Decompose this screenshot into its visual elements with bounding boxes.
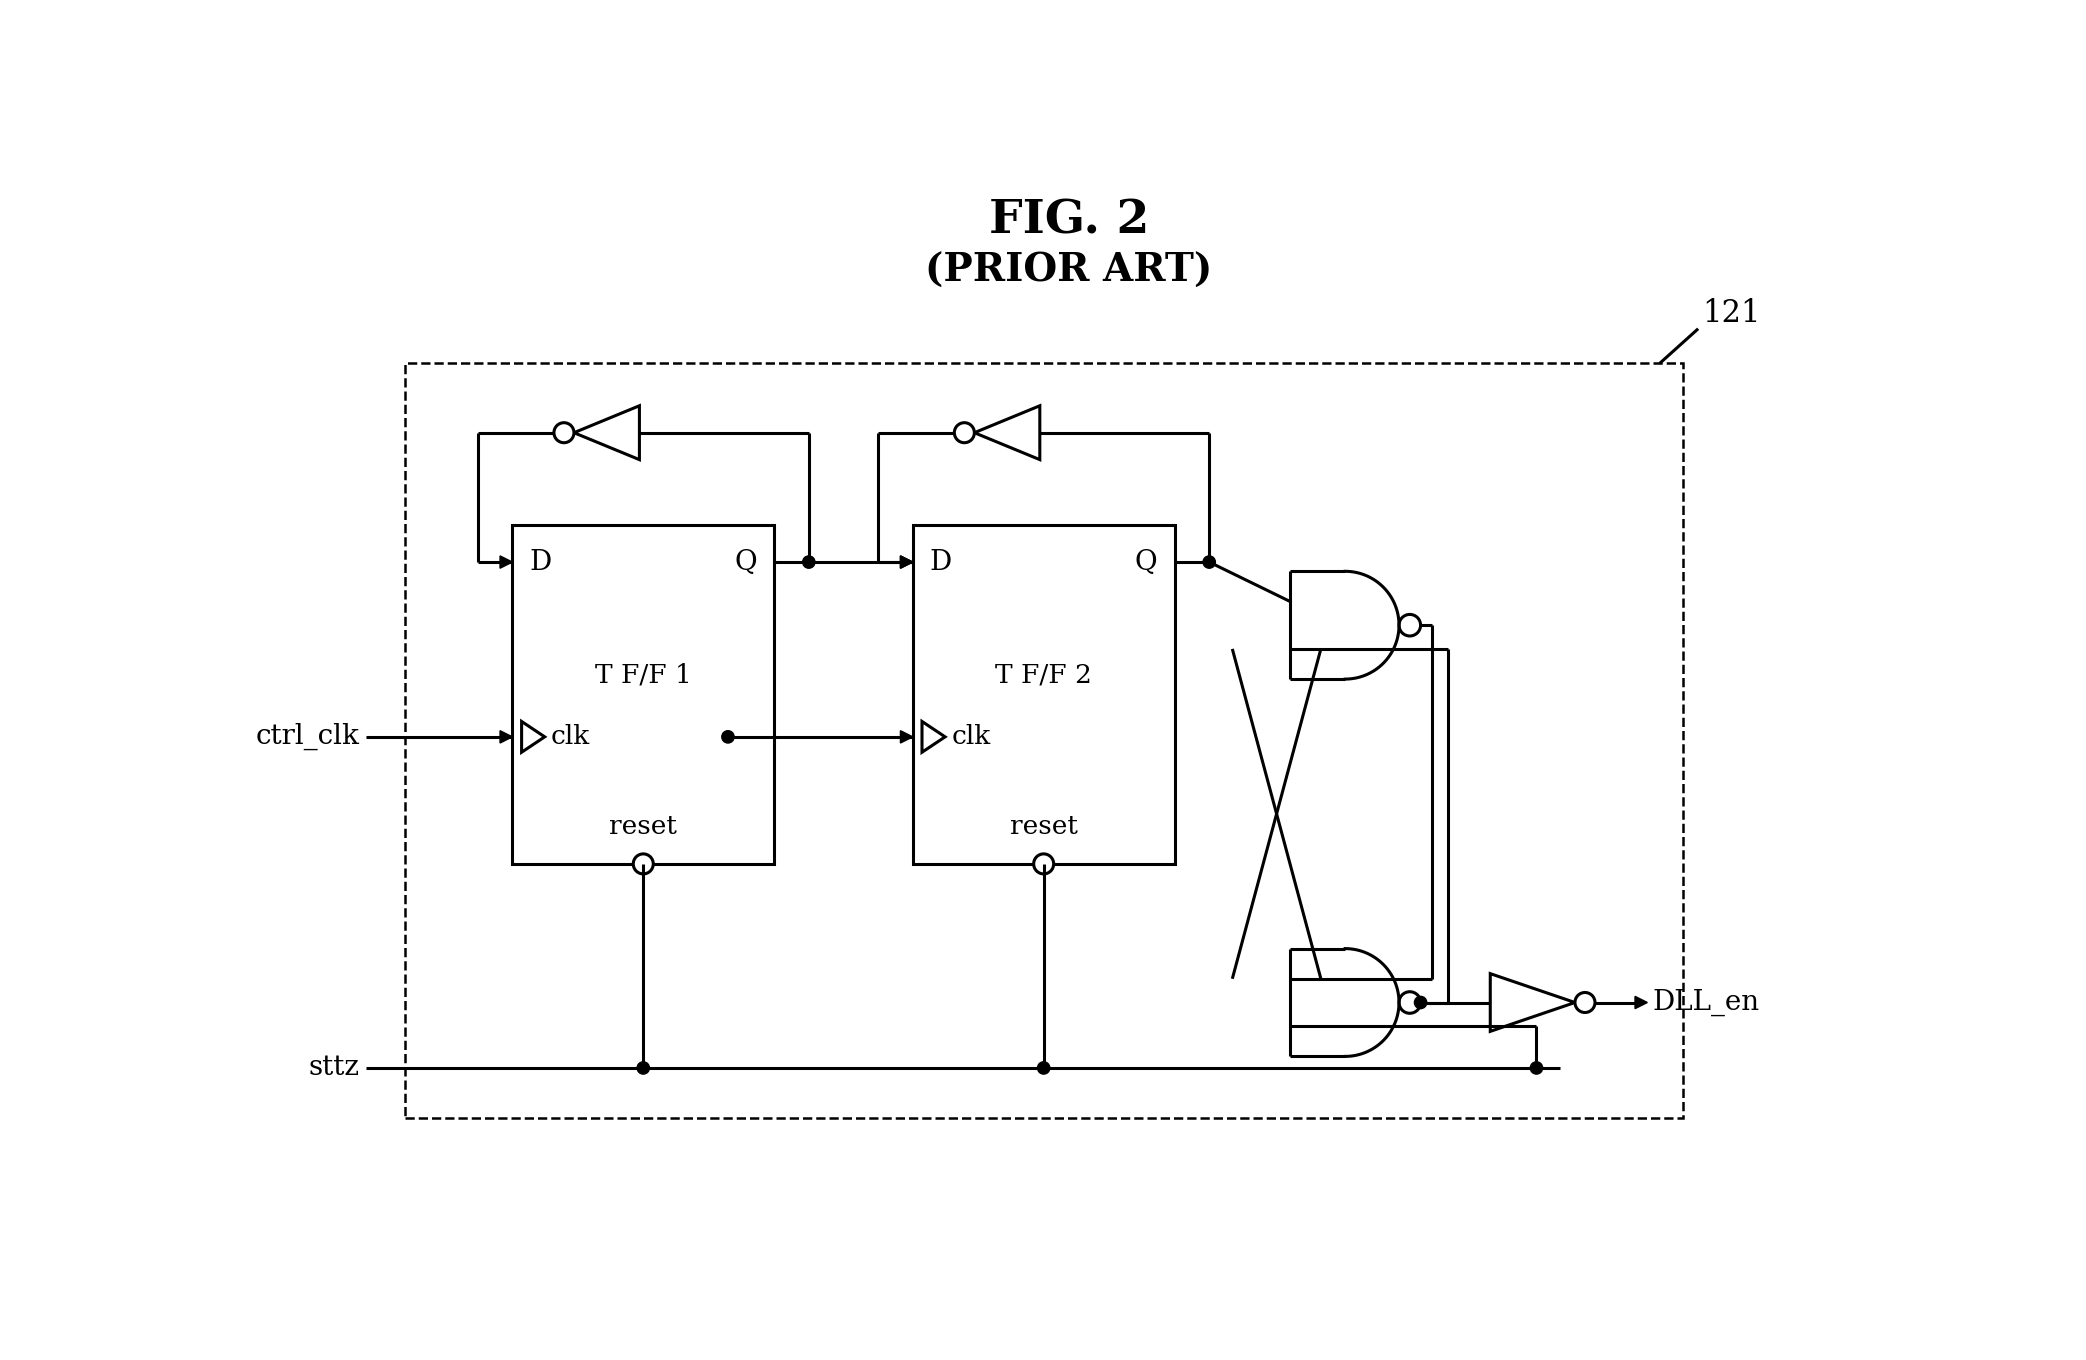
Circle shape (1531, 1062, 1544, 1074)
Circle shape (953, 423, 974, 443)
Text: 121: 121 (1702, 298, 1761, 329)
Circle shape (634, 854, 653, 874)
Text: clk: clk (551, 725, 590, 749)
Text: clk: clk (951, 725, 991, 749)
Circle shape (555, 423, 574, 443)
Text: reset: reset (609, 815, 678, 839)
Polygon shape (501, 730, 513, 743)
Polygon shape (501, 556, 513, 568)
Circle shape (1400, 991, 1421, 1013)
Text: DLL_en: DLL_en (1652, 989, 1761, 1016)
Bar (405, 363, 1683, 1118)
Circle shape (722, 730, 734, 743)
Text: T F/F 1: T F/F 1 (595, 662, 693, 688)
Polygon shape (901, 730, 914, 743)
Text: FIG. 2: FIG. 2 (989, 197, 1149, 243)
Polygon shape (901, 556, 914, 568)
Text: sttz: sttz (309, 1054, 361, 1081)
Text: reset: reset (1010, 815, 1078, 839)
Text: Q: Q (1135, 548, 1158, 575)
Circle shape (636, 1062, 649, 1074)
Circle shape (1414, 997, 1427, 1009)
Circle shape (1035, 854, 1053, 874)
Text: D: D (530, 548, 551, 575)
Polygon shape (1489, 974, 1575, 1031)
Circle shape (1575, 993, 1596, 1012)
Bar (513, 525, 774, 864)
Text: (PRIOR ART): (PRIOR ART) (926, 252, 1212, 290)
Polygon shape (974, 405, 1039, 460)
Text: D: D (930, 548, 951, 575)
Circle shape (1037, 1062, 1049, 1074)
Text: Q: Q (734, 548, 757, 575)
Polygon shape (1635, 997, 1648, 1009)
Bar (914, 525, 1174, 864)
Polygon shape (574, 405, 640, 460)
Circle shape (1400, 615, 1421, 636)
Circle shape (803, 556, 816, 568)
Text: ctrl_clk: ctrl_clk (257, 724, 361, 751)
Text: T F/F 2: T F/F 2 (995, 662, 1093, 688)
Polygon shape (901, 556, 914, 568)
Circle shape (1204, 556, 1216, 568)
